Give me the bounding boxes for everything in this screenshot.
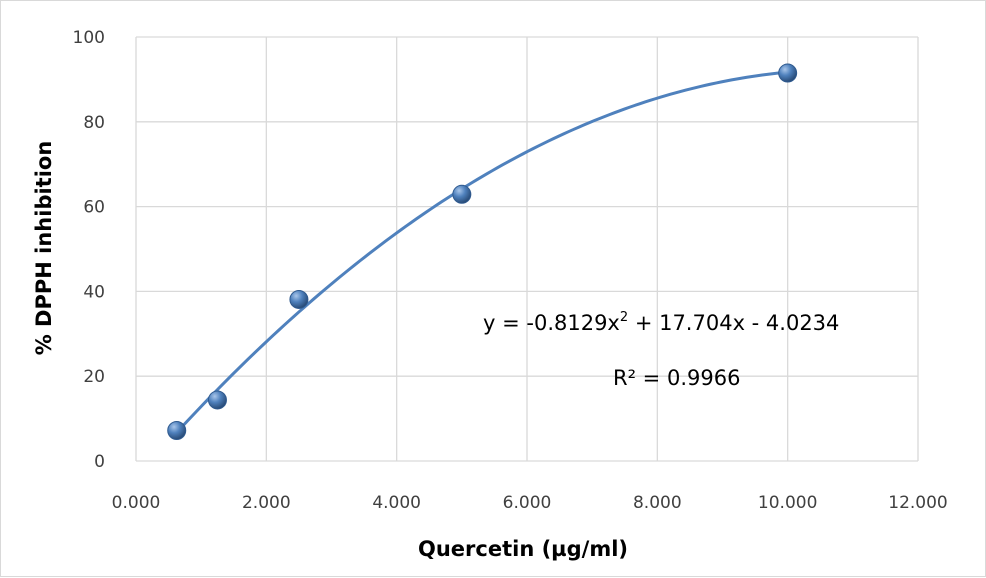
y-tick-label: 80 [83,113,105,133]
x-tick-label: 2.000 [242,493,291,513]
data-point [207,390,227,410]
data-point [289,289,309,309]
y-tick-label: 60 [83,198,105,218]
r-squared-label: R² = 0.9966 [613,366,740,390]
data-point [167,420,187,440]
data-point [452,184,472,204]
x-tick-label: 8.000 [633,493,682,513]
y-tick-label: 0 [94,452,105,472]
y-tick-label: 100 [73,28,105,48]
y-tick-labels: 0 20 40 60 80 100 [73,28,105,472]
x-tick-label: 4.000 [372,493,421,513]
trendline-equation: y = -0.8129x2 + 17.704x - 4.0234 [483,310,839,335]
x-tick-label: 10.000 [758,493,817,513]
gridlines [135,36,919,462]
data-points [167,63,798,440]
x-tick-labels: 0.000 2.000 4.000 6.000 8.000 10.000 12.000 [112,493,948,513]
y-tick-label: 20 [83,367,105,387]
x-axis-title: Quercetin (µg/ml) [418,537,628,561]
x-tick-label: 0.000 [112,493,161,513]
polynomial-trendline [175,70,788,434]
y-tick-label: 40 [83,282,105,302]
y-axis-title: % DPPH inhibition [32,141,56,356]
x-tick-label: 6.000 [503,493,552,513]
x-tick-label: 12.000 [888,493,947,513]
data-point [778,63,798,83]
